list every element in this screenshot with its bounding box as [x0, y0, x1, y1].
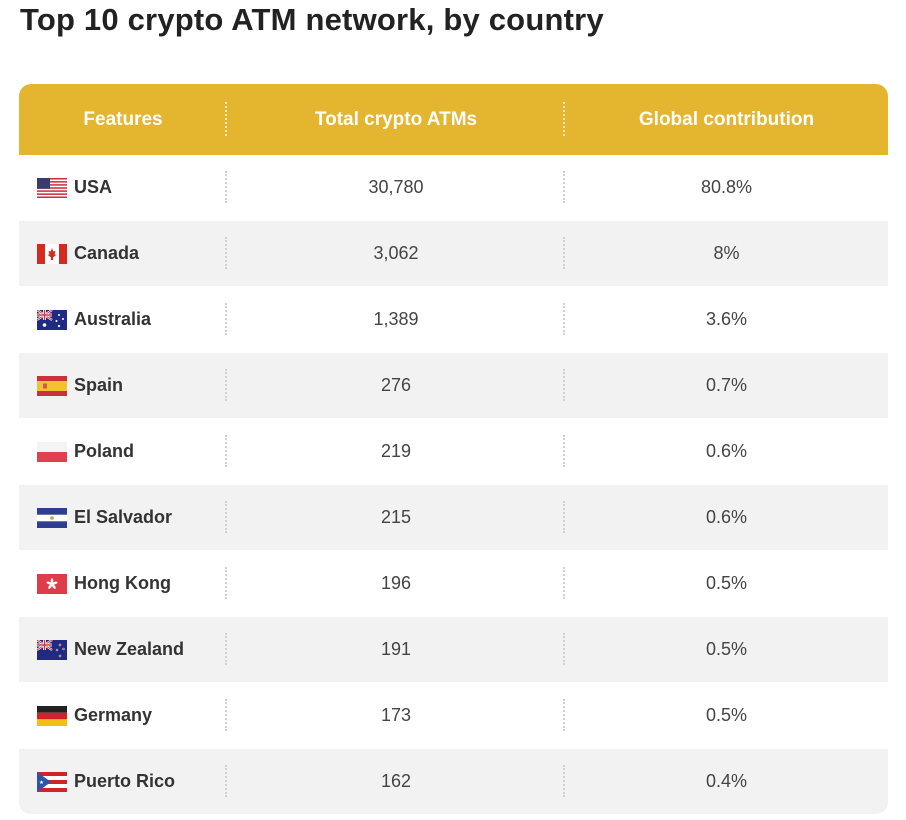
table-body: USA 30,780 80.8% Canada 3,062 8% Australia 1,38…	[19, 155, 888, 815]
germany-flag-icon	[37, 705, 67, 726]
header-column-divider	[225, 102, 227, 136]
country-cell: Spain	[19, 353, 227, 418]
usa-flag-icon	[37, 177, 67, 198]
column-divider	[563, 699, 565, 731]
country-label-group: Puerto Rico	[19, 771, 175, 792]
table-row: Canada 3,062 8%	[19, 221, 888, 287]
column-divider	[563, 501, 565, 533]
country-label-group: Australia	[19, 309, 151, 330]
country-cell: USA	[19, 155, 227, 220]
country-cell: Germany	[19, 683, 227, 748]
column-divider	[225, 633, 227, 665]
country-name: Germany	[74, 705, 153, 725]
country-label-group: Poland	[19, 441, 134, 462]
global-contribution-cell: 80.8%	[700, 177, 753, 197]
country-label-group: Germany	[19, 705, 152, 726]
country-cell: New Zealand	[19, 617, 227, 682]
global-contribution-cell: 0.5%	[705, 639, 748, 659]
total-atms-cell: 162	[227, 749, 565, 814]
country-label-group: Spain	[19, 375, 123, 396]
country-label-group: Hong Kong	[19, 573, 171, 594]
australia-flag-icon	[37, 309, 67, 330]
country-label-group: El Salvador	[19, 507, 172, 528]
table-row: Poland 219 0.6%	[19, 419, 888, 485]
country-cell: El Salvador	[19, 485, 227, 550]
country-name: Australia	[74, 309, 152, 329]
table-row: Spain 276 0.7%	[19, 353, 888, 419]
table-row: El Salvador 215 0.6%	[19, 485, 888, 551]
poland-flag-icon	[37, 441, 67, 462]
country-name: Poland	[74, 441, 135, 461]
total-atms-cell: 30,780	[227, 155, 565, 220]
total-atms-cell: 173	[227, 683, 565, 748]
country-cell: Australia	[19, 287, 227, 352]
column-divider	[225, 501, 227, 533]
crypto-atm-table: Features Total crypto ATMs Global contri…	[19, 84, 888, 815]
column-divider	[225, 765, 227, 797]
hong-kong-flag-icon	[37, 573, 67, 594]
country-name: Puerto Rico	[74, 771, 176, 791]
column-divider	[225, 369, 227, 401]
total-atms-cell: 276	[227, 353, 565, 418]
column-divider	[563, 435, 565, 467]
country-name: El Salvador	[74, 507, 173, 527]
country-label-group: USA	[19, 177, 112, 198]
country-cell: Hong Kong	[19, 551, 227, 616]
table-row: New Zealand 191 0.5%	[19, 617, 888, 683]
country-name: USA	[74, 177, 113, 197]
table-row: Australia 1,389 3.6%	[19, 287, 888, 353]
country-label-group: New Zealand	[19, 639, 184, 660]
table-header: Features Total crypto ATMs Global contri…	[19, 84, 888, 155]
country-name: Hong Kong	[74, 573, 171, 593]
global-contribution-cell: 8%	[713, 243, 740, 263]
global-contribution-cell: 0.4%	[705, 771, 748, 791]
column-divider	[225, 237, 227, 269]
country-name: Spain	[74, 375, 124, 395]
header-global-contribution: Global contribution	[638, 109, 815, 130]
country-cell: Poland	[19, 419, 227, 484]
column-divider	[563, 369, 565, 401]
global-contribution-cell: 3.6%	[705, 309, 748, 329]
puerto-rico-flag-icon	[37, 771, 67, 792]
table-row: Puerto Rico 162 0.4%	[19, 749, 888, 815]
column-divider	[563, 171, 565, 203]
total-atms-cell: 196	[227, 551, 565, 616]
global-contribution-cell: 0.6%	[705, 441, 748, 461]
total-atms-cell: 215	[227, 485, 565, 550]
country-label-group: Canada	[19, 243, 139, 264]
column-divider	[225, 435, 227, 467]
header-column-divider	[563, 102, 565, 136]
column-divider	[225, 567, 227, 599]
canada-flag-icon	[37, 243, 67, 264]
global-contribution-cell: 0.7%	[705, 375, 748, 395]
global-contribution-cell: 0.6%	[705, 507, 748, 527]
table-row: USA 30,780 80.8%	[19, 155, 888, 221]
el-salvador-flag-icon	[37, 507, 67, 528]
table-row: Germany 173 0.5%	[19, 683, 888, 749]
country-cell: Canada	[19, 221, 227, 286]
country-name: Canada	[74, 243, 140, 263]
header-features: Features	[19, 84, 227, 155]
spain-flag-icon	[37, 375, 67, 396]
total-atms-cell: 219	[227, 419, 565, 484]
page-title: Top 10 crypto ATM network, by country	[20, 2, 604, 37]
column-divider	[225, 303, 227, 335]
column-divider	[563, 765, 565, 797]
total-atms-cell: 3,062	[227, 221, 565, 286]
column-divider	[225, 699, 227, 731]
global-contribution-cell: 0.5%	[705, 573, 748, 593]
total-atms-cell: 1,389	[227, 287, 565, 352]
column-divider	[225, 171, 227, 203]
new-zealand-flag-icon	[37, 639, 67, 660]
header-total-atms: Total crypto ATMs	[227, 84, 565, 155]
column-divider	[563, 633, 565, 665]
column-divider	[563, 237, 565, 269]
total-atms-cell: 191	[227, 617, 565, 682]
country-cell: Puerto Rico	[19, 749, 227, 814]
column-divider	[563, 303, 565, 335]
table-row: Hong Kong 196 0.5%	[19, 551, 888, 617]
column-divider	[563, 567, 565, 599]
global-contribution-cell: 0.5%	[705, 705, 748, 725]
country-name: New Zealand	[74, 639, 185, 659]
